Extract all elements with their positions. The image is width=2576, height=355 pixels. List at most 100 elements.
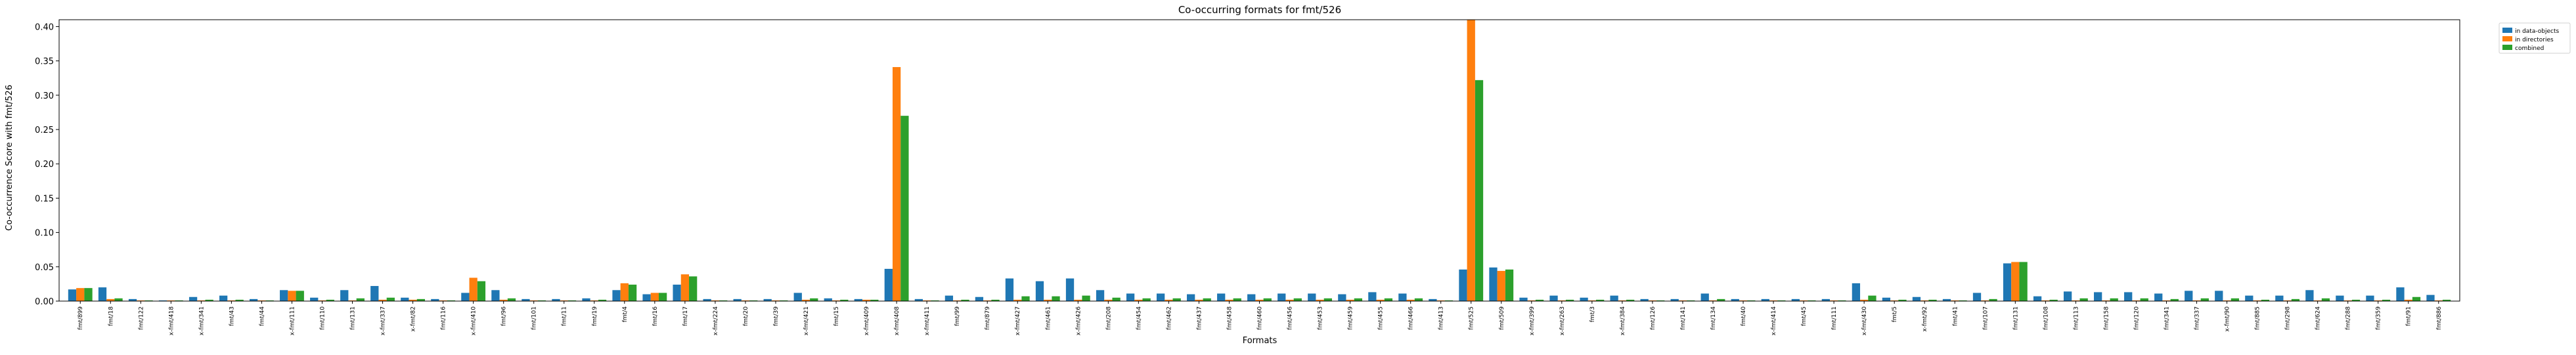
bar-in-directories-54: [1708, 300, 1718, 301]
bar-in-directories-68: [2132, 300, 2141, 301]
x-tick-label-33: x-fmt/426: [1075, 306, 1082, 336]
bar-in-directories-29: [953, 300, 962, 301]
x-tick-label-32: fmt/461: [1045, 306, 1052, 330]
bar-combined-21: [719, 300, 728, 301]
x-tick-label-14: fmt/96: [501, 306, 508, 326]
x-tick-label-37: fmt/437: [1196, 306, 1203, 330]
bar-combined-58: [1838, 300, 1846, 301]
bar-in-directories-2: [137, 300, 145, 301]
bar-in-data-objects-19: [642, 294, 651, 301]
bar-in-directories-33: [1074, 299, 1082, 301]
x-tick-label-42: fmt/459: [1348, 306, 1354, 330]
bar-combined-44: [1414, 298, 1423, 301]
x-tick-label-13: x-fmt/410: [471, 306, 477, 336]
x-tick-label-7: x-fmt/111: [289, 306, 296, 335]
bar-in-data-objects-57: [1791, 298, 1800, 301]
x-tick-label-9: fmt/131: [350, 306, 357, 330]
bar-combined-63: [1989, 298, 1997, 301]
bar-combined-67: [2110, 298, 2118, 301]
x-tick-label-43: fmt/455: [1378, 306, 1385, 330]
x-tick-label-78: fmt/886: [2436, 306, 2443, 330]
bar-in-data-objects-30: [975, 296, 984, 301]
bar-in-directories-17: [590, 300, 598, 301]
bar-combined-23: [780, 300, 788, 301]
x-tick-label-22: fmt/20: [743, 306, 749, 326]
bar-combined-17: [598, 299, 607, 301]
x-tick-label-75: fmt/288: [2345, 306, 2352, 330]
bar-in-data-objects-15: [522, 298, 530, 301]
legend-box: [2498, 22, 2571, 54]
bar-in-directories-8: [318, 300, 326, 301]
bar-in-directories-11: [409, 299, 417, 301]
bar-in-data-objects-48: [1519, 297, 1528, 301]
bar-in-data-objects-40: [1277, 293, 1286, 301]
bar-in-data-objects-18: [612, 290, 621, 301]
bar-in-data-objects-26: [854, 298, 862, 301]
x-tick-label-69: fmt/341: [2164, 306, 2170, 330]
bar-in-directories-78: [2434, 300, 2443, 301]
bar-combined-28: [931, 300, 939, 301]
x-tick-label-64: fmt/131: [2012, 306, 2019, 330]
x-tick-label-15: fmt/101: [531, 306, 538, 330]
bar-combined-22: [749, 300, 758, 301]
bar-in-directories-39: [1255, 299, 1264, 301]
bar-combined-35: [1142, 298, 1151, 301]
bar-in-directories-65: [2041, 300, 2050, 301]
bar-in-directories-14: [499, 299, 508, 301]
bar-in-data-objects-69: [2154, 293, 2163, 301]
x-tick-label-10: x-fmt/337: [380, 306, 387, 335]
bar-in-data-objects-77: [2396, 287, 2405, 301]
bars-layer: [68, 20, 2451, 302]
bar-in-data-objects-73: [2275, 295, 2284, 301]
x-tick-label-59: x-fmt/430: [1861, 306, 1868, 336]
bar-in-directories-70: [2192, 300, 2201, 301]
bar-combined-53: [1687, 300, 1695, 301]
bar-combined-32: [1052, 296, 1060, 301]
bar-in-data-objects-42: [1338, 294, 1346, 301]
bar-in-data-objects-3: [158, 300, 167, 301]
x-tick-label-23: fmt/39: [773, 306, 780, 326]
bar-combined-54: [1717, 298, 1725, 301]
bar-combined-46: [1475, 80, 1484, 302]
bar-in-data-objects-66: [2063, 291, 2072, 301]
x-tick-label-63: fmt/107: [1982, 306, 1989, 330]
x-tick-label-52: fmt/126: [1650, 306, 1656, 330]
bar-in-directories-62: [1951, 300, 1959, 301]
bar-in-data-objects-10: [370, 286, 379, 301]
bar-in-directories-58: [1829, 300, 1838, 301]
bar-in-directories-13: [469, 277, 477, 301]
bar-in-data-objects-49: [1549, 295, 1558, 301]
x-tick-label-20: fmt/17: [682, 306, 689, 326]
x-tick-label-55: fmt/40: [1741, 306, 1747, 326]
x-tick-label-19: fmt/16: [652, 306, 659, 326]
bar-in-directories-64: [2011, 262, 2020, 301]
bar-in-data-objects-50: [1580, 297, 1588, 301]
bar-in-directories-73: [2283, 300, 2292, 301]
x-tick-label-76: fmt/359: [2376, 306, 2382, 330]
x-tick-label-67: fmt/158: [2103, 306, 2110, 330]
x-tick-label-18: fmt/4: [622, 306, 629, 322]
x-tick-label-62: fmt/41: [1952, 306, 1959, 326]
x-tick-label-24: x-fmt/421: [803, 306, 810, 335]
bar-combined-15: [537, 300, 546, 301]
bar-in-directories-57: [1799, 300, 1808, 301]
bar-in-directories-7: [288, 291, 296, 301]
bar-in-data-objects-7: [280, 290, 288, 301]
bar-in-directories-36: [1165, 299, 1173, 301]
bar-in-directories-25: [832, 300, 841, 301]
bar-in-data-objects-12: [431, 298, 439, 301]
y-axis-label: Co-occurrence Score with fmt/526: [5, 85, 14, 231]
x-tick-label-54: fmt/134: [1710, 306, 1717, 330]
x-tick-label-44: fmt/466: [1408, 306, 1415, 330]
bar-in-directories-27: [892, 67, 901, 301]
x-tick-label-29: fmt/99: [954, 306, 961, 326]
bar-combined-43: [1384, 298, 1393, 301]
bar-combined-20: [689, 276, 698, 301]
x-tick-label-27: x-fmt/408: [894, 306, 900, 336]
bar-combined-31: [1021, 296, 1030, 301]
bar-combined-56: [1777, 300, 1786, 301]
bar-in-data-objects-60: [1882, 297, 1891, 301]
bar-in-data-objects-11: [401, 297, 409, 301]
bar-in-directories-6: [257, 300, 266, 301]
legend: in data-objects in directories combined: [2498, 22, 2571, 54]
